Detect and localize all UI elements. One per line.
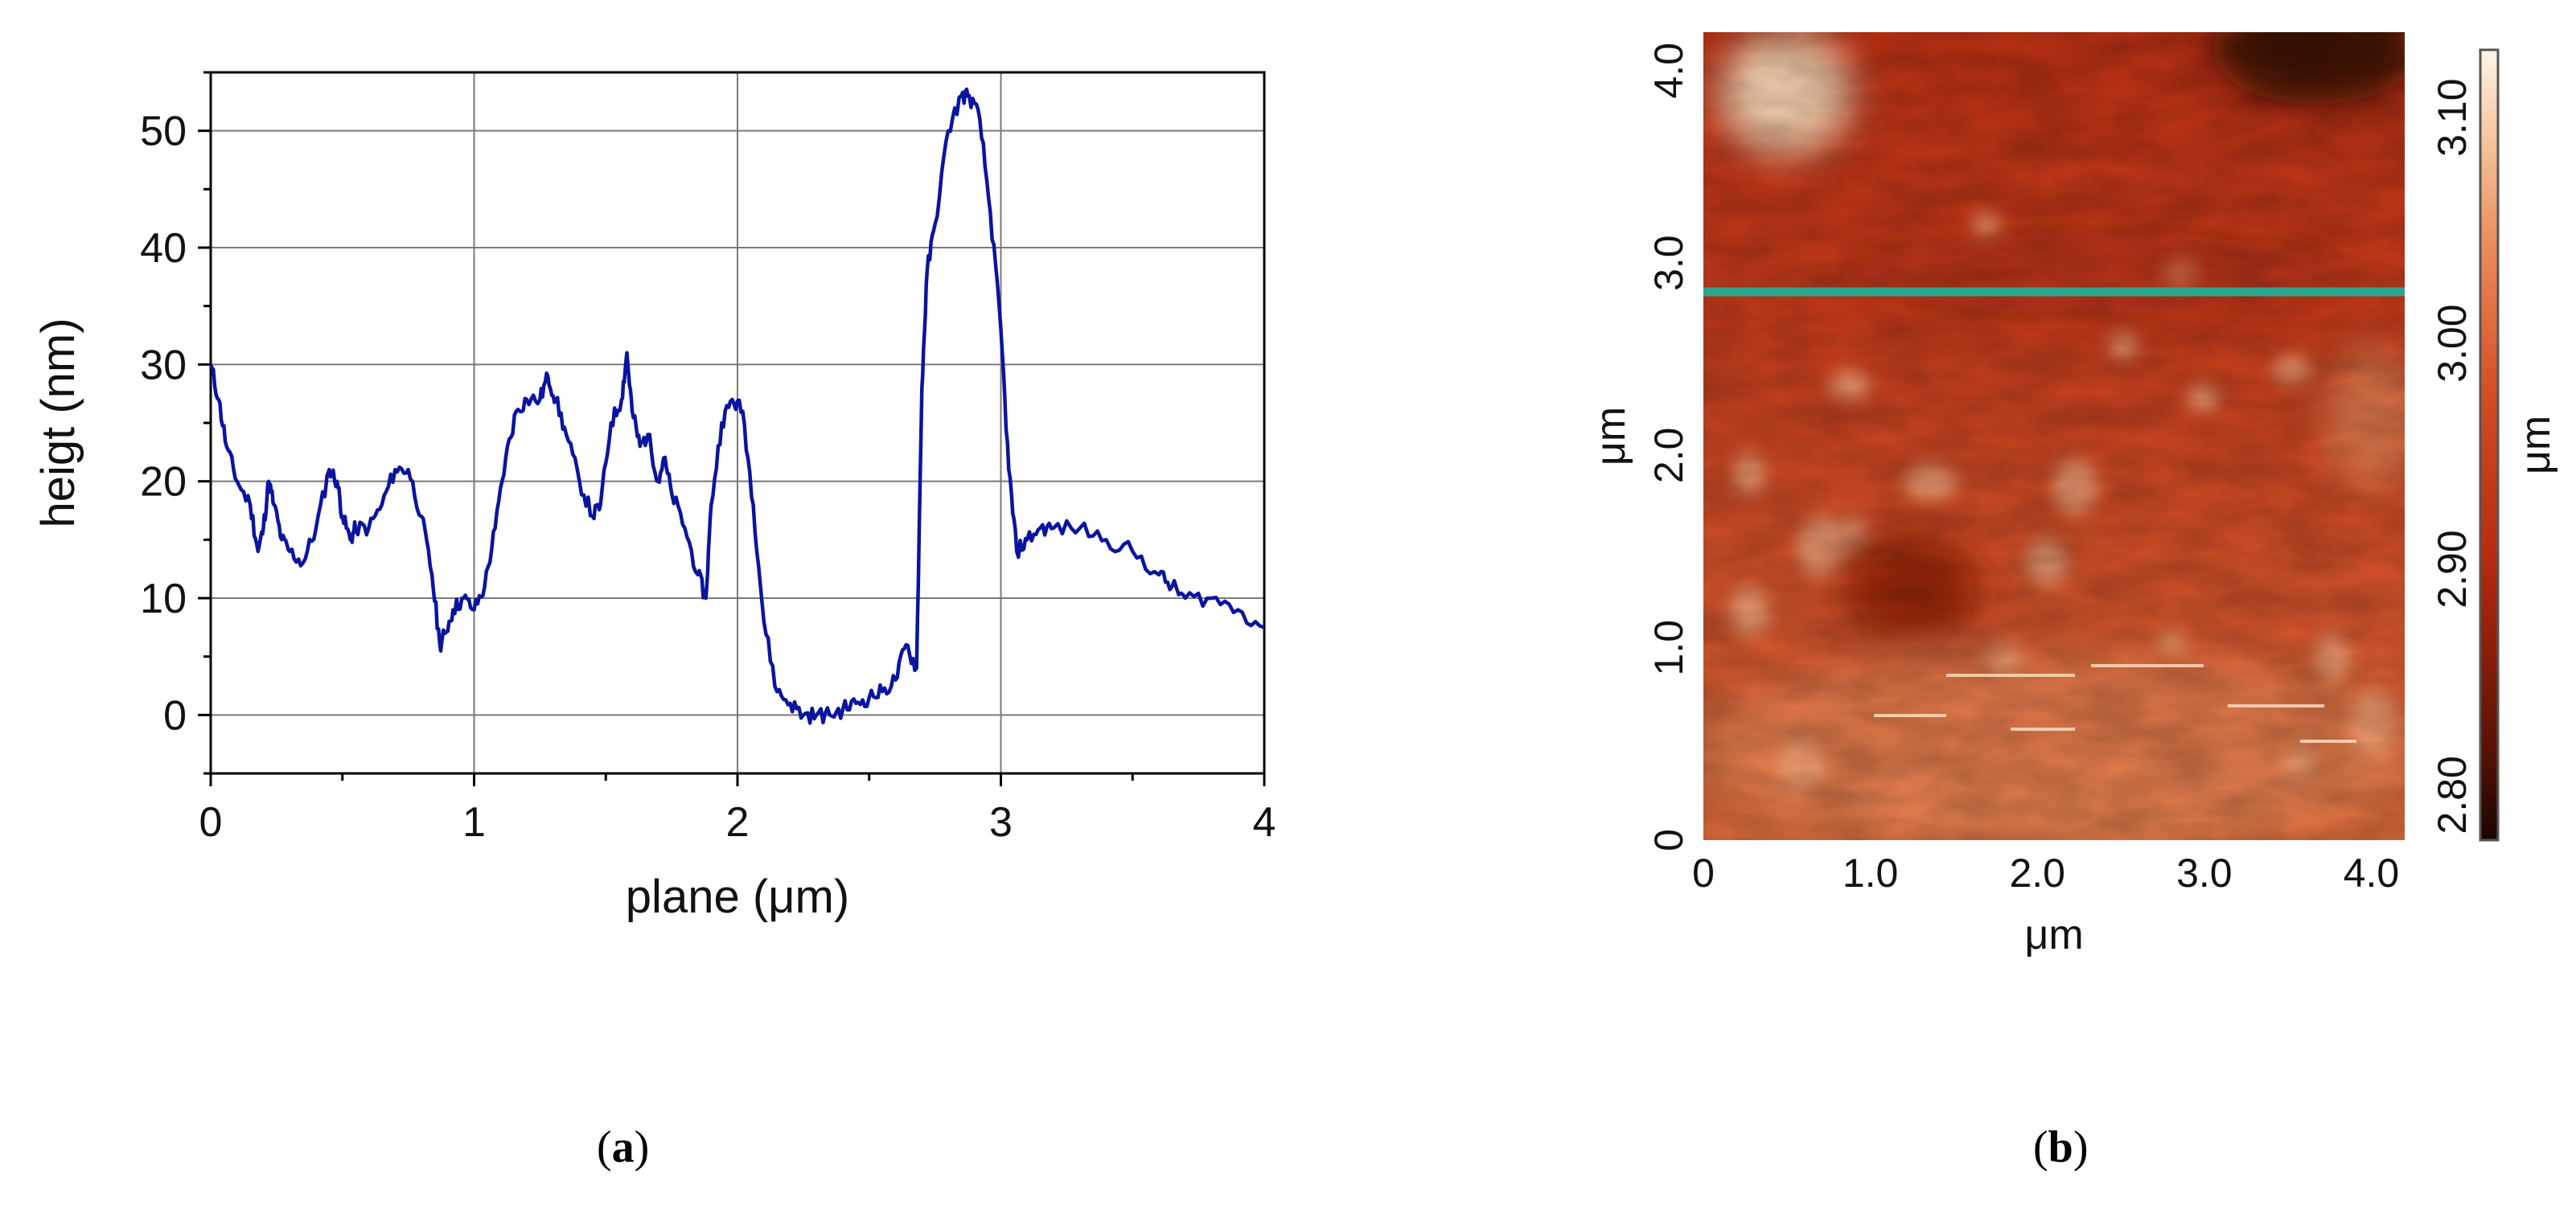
colorbar-tick-label: 2.80: [2430, 756, 2475, 834]
afm-x-tick-label: 1.0: [1843, 851, 1899, 896]
colorbar-tick-label: 2.90: [2430, 530, 2475, 608]
panel-label-a: (a): [597, 1122, 650, 1172]
x-axis-label: plane (μm): [626, 871, 849, 923]
y-axis-label: heigt (nm): [32, 318, 84, 527]
colorbar-tick-label: 3.00: [2430, 304, 2475, 382]
y-tick-label: 40: [140, 225, 187, 272]
axis-ticks: [198, 71, 1266, 786]
afm-x-tick-label: 2.0: [2009, 851, 2065, 896]
x-tick-label: 0: [199, 799, 223, 846]
y-tick-label: 0: [163, 692, 187, 739]
afm-y-tick-label: 0: [1646, 829, 1691, 851]
afm-y-axis-label: μm: [1588, 407, 1634, 466]
colorbar-tick-labels: 2.80 2.90 3.00 3.10: [2430, 79, 2475, 835]
grid-lines: [211, 72, 1264, 773]
afm-topography-image: 0 1.0 2.0 3.0 4.0 0 1.0 2.0 3.0 4.0 μm μm 2.80 2.9…: [1588, 32, 2559, 958]
afm-tick-labels: 0 1.0 2.0 3.0 4.0 0 1.0 2.0 3.0 4.0: [1646, 43, 2399, 896]
colorbar-tick-label: 3.10: [2430, 79, 2475, 157]
x-tick-label: 4: [1253, 799, 1276, 846]
afm-x-tick-label: 0: [1692, 851, 1715, 896]
afm-y-tick-label: 4.0: [1646, 43, 1691, 99]
afm-y-tick-label: 2.0: [1646, 428, 1691, 484]
x-tick-label: 2: [726, 799, 750, 846]
y-tick-label: 50: [140, 109, 187, 155]
panel-label-b: (b): [2033, 1122, 2089, 1172]
y-tick-label: 30: [140, 342, 187, 388]
afm-y-tick-label: 3.0: [1646, 235, 1691, 291]
colorbar-label: μm: [2512, 416, 2559, 474]
y-tick-label: 10: [140, 576, 187, 622]
x-tick-label: 1: [462, 799, 486, 846]
x-tick-label: 3: [989, 799, 1013, 846]
colorbar: [2479, 48, 2500, 842]
afm-x-axis-label: μm: [2024, 912, 2083, 958]
afm-height-map: [1703, 32, 2405, 840]
height-profile-line: [208, 87, 1265, 725]
afm-x-tick-label: 3.0: [2176, 851, 2233, 896]
afm-y-tick-label: 1.0: [1646, 620, 1691, 676]
y-tick-label: 20: [140, 459, 187, 506]
afm-x-tick-label: 4.0: [2344, 851, 2400, 896]
